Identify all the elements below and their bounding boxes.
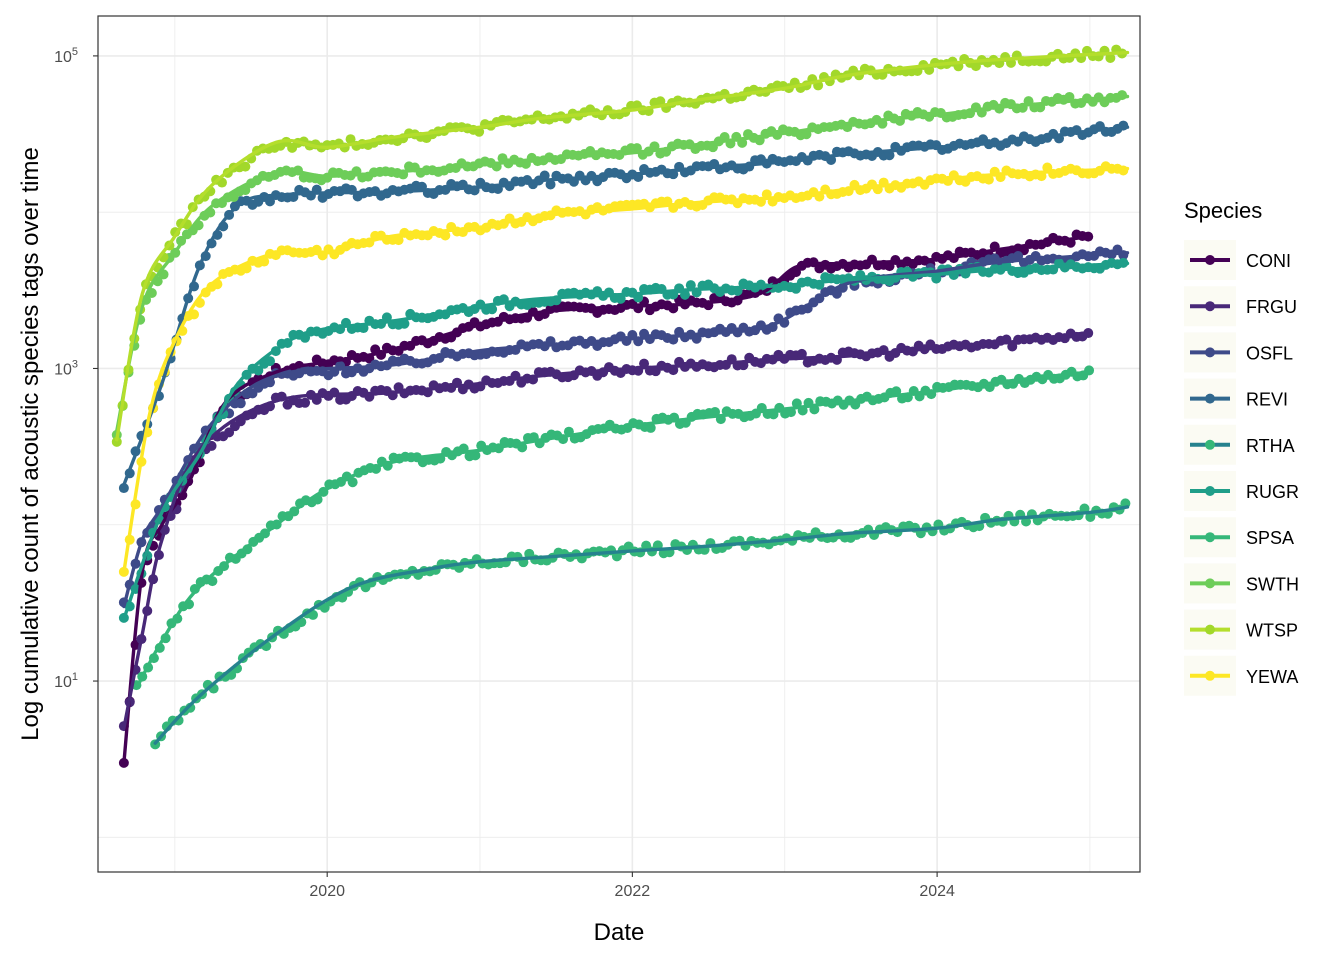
- series-line-swth: [115, 94, 1130, 433]
- data-point: [655, 96, 666, 107]
- legend-key-point: [1205, 255, 1215, 265]
- data-point: [235, 398, 246, 409]
- series-line-spsa: [134, 370, 1092, 690]
- data-point: [1042, 162, 1053, 173]
- legend-key-point: [1205, 486, 1215, 496]
- data-point: [307, 609, 318, 620]
- legend-label: CONI: [1246, 251, 1291, 271]
- y-tick-label: 103: [54, 358, 78, 378]
- data-point: [118, 483, 129, 494]
- legend-item-swth: SWTH: [1184, 563, 1299, 604]
- data-point: [440, 230, 451, 241]
- data-point: [1085, 511, 1096, 522]
- data-point: [983, 174, 994, 185]
- data-point: [545, 179, 556, 190]
- series-line-revi: [122, 125, 1130, 487]
- data-point: [264, 196, 275, 207]
- series-line-frgu: [122, 330, 1092, 730]
- legend-label: RTHA: [1246, 436, 1295, 456]
- series-line-yewa: [122, 166, 1130, 574]
- data-point: [645, 422, 656, 433]
- y-tick-label: 101: [54, 671, 78, 691]
- data-point: [311, 394, 322, 405]
- x-tick-label: 2022: [615, 883, 651, 900]
- legend-label: YEWA: [1246, 667, 1298, 687]
- data-point: [206, 440, 217, 451]
- y-axis-title: Log cumulative count of acoustic species…: [17, 147, 44, 741]
- data-point: [300, 397, 311, 408]
- panel-border: [97, 15, 1141, 873]
- series-line-osfl: [122, 251, 1130, 609]
- legend-item-rtha: RTHA: [1184, 424, 1295, 465]
- legend-key-point: [1205, 393, 1215, 404]
- legend-item-yewa: YEWA: [1184, 655, 1298, 696]
- data-point: [1007, 341, 1018, 352]
- legend-key-point: [1205, 532, 1215, 543]
- series-line-rugr: [122, 261, 1130, 621]
- y-tick-label: 105: [54, 46, 78, 66]
- x-tick-label: 2024: [919, 883, 955, 900]
- legend-title: Species: [1184, 198, 1262, 223]
- legend: Species CONI FRGU OSFL REVI RTHA RUGR SPSA SWTH…: [1184, 198, 1299, 696]
- data-point: [264, 356, 275, 367]
- legend-key-point: [1205, 578, 1215, 589]
- x-axis-title: Date: [594, 919, 645, 946]
- data-point: [347, 477, 358, 488]
- legend-label: FRGU: [1246, 297, 1297, 317]
- data-point: [253, 365, 264, 376]
- legend-item-osfl: OSFL: [1184, 332, 1293, 373]
- legend-key-point: [1205, 347, 1215, 358]
- legend-item-spsa: SPSA: [1184, 517, 1294, 558]
- legend-item-frgu: FRGU: [1184, 286, 1297, 327]
- data-point: [393, 235, 404, 246]
- data-point: [240, 161, 251, 172]
- legend-item-coni: CONI: [1184, 240, 1291, 280]
- legend-label: WTSP: [1246, 621, 1298, 641]
- data-point: [487, 304, 498, 315]
- data-point: [224, 427, 235, 438]
- legend-item-wtsp: WTSP: [1184, 609, 1298, 650]
- data-point: [1105, 53, 1116, 64]
- legend-label: REVI: [1246, 390, 1288, 410]
- data-point: [679, 289, 690, 300]
- data-point: [345, 134, 356, 145]
- legend-label: SPSA: [1246, 528, 1294, 548]
- data-point: [685, 280, 696, 291]
- legend-label: OSFL: [1246, 343, 1293, 363]
- series-line-wtsp: [115, 50, 1130, 442]
- legend-item-rugr: RUGR: [1184, 471, 1299, 511]
- legend-label: SWTH: [1246, 574, 1299, 594]
- lines-layer: [115, 50, 1130, 765]
- legend-key-point: [1205, 670, 1215, 681]
- legend-label: RUGR: [1246, 482, 1299, 502]
- data-point: [539, 170, 550, 181]
- ticks-layer: 2020 2022 2024 101 103 105: [54, 46, 955, 900]
- legend-key-point: [1205, 624, 1215, 635]
- legend-key-point: [1205, 301, 1215, 312]
- x-tick-label: 2020: [309, 883, 345, 900]
- legend-key-point: [1205, 439, 1215, 450]
- legend-item-revi: REVI: [1184, 378, 1288, 419]
- series-line-rtha: [153, 505, 1130, 745]
- data-point: [111, 436, 122, 447]
